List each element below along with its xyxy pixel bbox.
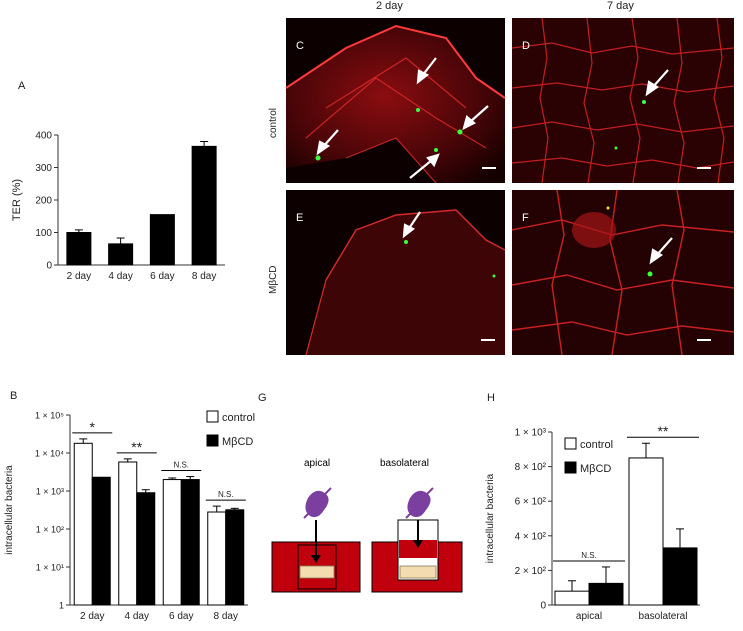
micrograph-d: D <box>512 18 734 183</box>
micrograph-c-art <box>286 24 505 183</box>
y-tick-label: 1 × 10⁴ <box>35 449 64 459</box>
micrograph-e-art <box>305 209 505 355</box>
y-tick-label: 200 <box>35 196 52 207</box>
y-tick-label: 400 <box>35 131 52 142</box>
column-header-7day: 7 day <box>607 0 634 12</box>
bar <box>180 479 200 606</box>
x-tick-label: 4 day <box>108 271 132 282</box>
bar <box>162 479 182 606</box>
significance-label: N.S. <box>173 461 189 470</box>
y-tick-label: 1 <box>59 601 64 611</box>
y-tick-label: 6 × 10² <box>515 497 547 508</box>
panel-label-e: E <box>296 212 304 224</box>
chart-b-intracellular-time: 1 1 × 10¹ 1 × 10² 1 × 10³ 1 × 10⁴ 1 × 10⁵ intr… <box>4 410 255 622</box>
y-tick-label: 4 × 10² <box>515 531 547 542</box>
micrograph-e: E <box>286 190 505 355</box>
significance-label: N.S. <box>581 551 597 560</box>
x-tick-label: 6 day <box>150 271 174 282</box>
y-tick-label: 1 × 10² <box>36 525 64 535</box>
legend-label: MβCD <box>222 436 253 448</box>
bar <box>73 442 93 606</box>
legend-label: control <box>580 439 613 451</box>
panel-label-g: G <box>258 392 267 404</box>
diagram-label-apical: apical <box>304 458 330 469</box>
bar <box>91 476 111 606</box>
panel-label-h: H <box>487 392 495 404</box>
well-apical <box>271 487 361 593</box>
bar <box>149 214 175 266</box>
legend-label: control <box>222 412 255 424</box>
significance-label: * <box>90 419 96 435</box>
bar <box>207 511 227 606</box>
x-tick-label: 2 day <box>80 611 104 622</box>
y-tick-label: 300 <box>35 163 52 174</box>
y-tick-label: 1 × 10⁵ <box>35 411 64 421</box>
well-basolateral <box>371 487 463 593</box>
significance-label: ** <box>658 423 669 439</box>
diagram-label-basolateral: basolateral <box>380 458 429 469</box>
y-tick-label: 8 × 10² <box>515 462 547 473</box>
y-tick-label: 1 × 10¹ <box>36 563 64 573</box>
bar <box>628 457 664 606</box>
diagram-g-transwell: apical basolateral <box>271 458 463 593</box>
micrograph-d-art <box>512 18 734 183</box>
y-tick-label: 100 <box>35 228 52 239</box>
y-tick-label: 1 × 10³ <box>515 428 547 439</box>
bar <box>191 145 217 266</box>
y-tick-label: 2 × 10² <box>515 566 547 577</box>
y-tick-label: 0 <box>540 601 546 612</box>
significance-label: N.S. <box>218 490 234 499</box>
y-axis-label: intracellular bacteria <box>485 473 496 563</box>
panel-label-c: C <box>296 40 304 52</box>
bar <box>108 243 134 266</box>
bar <box>118 461 138 606</box>
x-tick-label: apical <box>576 611 602 622</box>
legend-swatch <box>564 461 577 474</box>
bar <box>225 509 245 606</box>
micrograph-f-art <box>512 190 734 355</box>
column-header-2day: 2 day <box>376 0 403 12</box>
panel-label-a: A <box>18 80 26 92</box>
significance-label: ** <box>131 439 142 455</box>
legend-label: MβCD <box>580 463 611 475</box>
bar <box>136 492 156 606</box>
chart-a-ter: 0 100 200 300 400 TER (%) 2 day 4 day 6 day 8 day <box>11 131 225 282</box>
bacterium-icon <box>407 490 431 518</box>
y-tick-label: 0 <box>46 261 52 272</box>
panel-label-d: D <box>522 40 530 52</box>
bacterium-icon <box>305 490 329 518</box>
panel-label-b: B <box>10 390 18 402</box>
bar <box>588 582 624 606</box>
legend-swatch <box>206 434 219 447</box>
x-tick-label: 6 day <box>169 611 193 622</box>
legend-swatch <box>564 437 577 450</box>
x-tick-label: 8 day <box>214 611 238 622</box>
panel-label-f: F <box>522 212 529 224</box>
x-tick-label: basolateral <box>639 611 688 622</box>
bar <box>66 232 92 266</box>
chart-h-intracellular-side: 0 2 × 10² 4 × 10² 6 × 10² 8 × 10² 1 × 10³ intr… <box>485 423 700 622</box>
y-axis-label: intracellular bacteria <box>4 465 15 555</box>
bar <box>662 547 698 606</box>
y-tick-label: 1 × 10³ <box>36 487 64 497</box>
bar <box>554 590 590 606</box>
x-tick-label: 8 day <box>192 271 216 282</box>
x-tick-label: 2 day <box>67 271 91 282</box>
micrograph-c: C <box>286 18 505 183</box>
micrograph-f: F <box>512 190 734 355</box>
x-tick-label: 4 day <box>125 611 149 622</box>
y-axis-label: TER (%) <box>11 179 23 221</box>
legend-swatch <box>206 410 219 423</box>
